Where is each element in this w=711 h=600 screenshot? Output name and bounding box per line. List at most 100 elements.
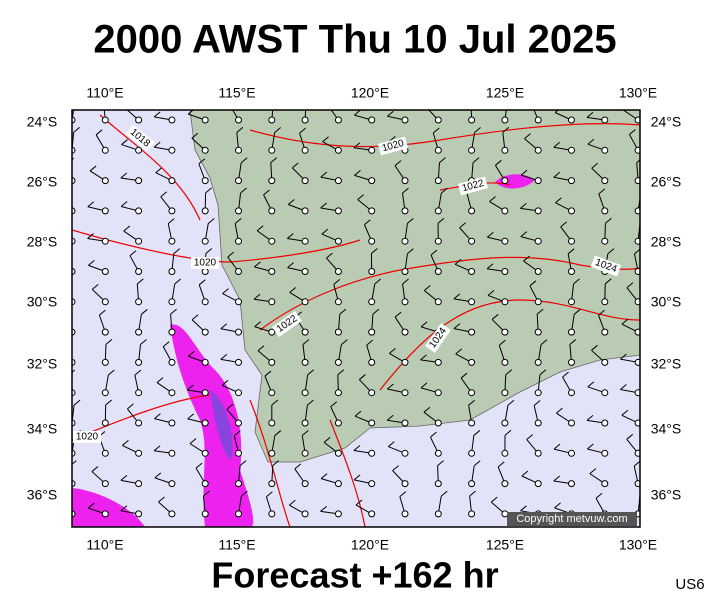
barb-flag bbox=[205, 187, 212, 194]
barb-station bbox=[534, 207, 542, 215]
barb-station bbox=[468, 116, 476, 124]
barb-flag bbox=[521, 470, 529, 477]
barb-flag bbox=[573, 278, 580, 285]
barb-flag bbox=[504, 429, 512, 436]
barb-flag bbox=[307, 399, 314, 406]
barb-station bbox=[301, 237, 309, 245]
barb-station bbox=[135, 268, 143, 275]
barb-flag bbox=[641, 188, 647, 193]
barb-station bbox=[268, 207, 276, 215]
barb-station bbox=[401, 480, 409, 488]
barb-flag bbox=[108, 369, 115, 376]
barb-station bbox=[201, 116, 209, 124]
barb-flag bbox=[591, 344, 598, 351]
barb-flag bbox=[629, 129, 636, 135]
barb-flag bbox=[187, 413, 195, 420]
barb-flag bbox=[407, 217, 414, 224]
isobar-label-box bbox=[272, 311, 302, 337]
longitude-label: 115°E bbox=[218, 537, 255, 553]
barb-station bbox=[235, 116, 242, 124]
barb-flag bbox=[154, 413, 161, 419]
isobar-label: 1020 bbox=[76, 432, 99, 443]
barb-station bbox=[368, 480, 376, 488]
barb-station bbox=[468, 480, 476, 488]
barb-station bbox=[268, 510, 276, 518]
barb-station bbox=[235, 207, 242, 215]
barb-flag bbox=[294, 463, 302, 470]
barb-station bbox=[468, 358, 476, 366]
barb-flag bbox=[432, 127, 440, 134]
latitude-label: 34°S bbox=[27, 421, 58, 437]
barb-station bbox=[168, 510, 176, 518]
barb-station bbox=[401, 237, 409, 245]
barb-station bbox=[534, 237, 542, 245]
barb-flag bbox=[556, 407, 563, 414]
barb-flag bbox=[61, 343, 67, 348]
barb-station bbox=[235, 328, 242, 336]
barb-station bbox=[135, 449, 143, 457]
barb-flag bbox=[440, 490, 448, 497]
barb-flag bbox=[72, 157, 75, 161]
barb-station bbox=[501, 419, 509, 427]
latitude-label: 36°S bbox=[27, 487, 58, 503]
barb-flag bbox=[490, 496, 498, 503]
barb-flag bbox=[328, 100, 334, 105]
isobar-label-box bbox=[191, 257, 219, 269]
barb-flag bbox=[354, 110, 361, 116]
barb-station bbox=[201, 237, 209, 245]
barb-station bbox=[201, 449, 209, 457]
barb-station bbox=[168, 298, 176, 306]
barb-flag bbox=[191, 132, 199, 139]
barb-station bbox=[534, 389, 542, 397]
barb-station bbox=[568, 480, 575, 488]
barb-flag bbox=[162, 341, 170, 347]
barb-station bbox=[568, 207, 575, 215]
barb-station bbox=[634, 449, 640, 457]
barb-station bbox=[135, 237, 143, 245]
barb-flag bbox=[354, 170, 361, 176]
barb-flag bbox=[605, 217, 612, 224]
barb-flag bbox=[620, 384, 627, 390]
barb-station bbox=[468, 419, 476, 427]
barb-station bbox=[201, 419, 209, 427]
barb-flag bbox=[621, 409, 629, 416]
barb-flag bbox=[220, 353, 228, 360]
barb-station bbox=[634, 207, 640, 215]
barb-station bbox=[235, 449, 242, 457]
barb-flag bbox=[287, 199, 295, 205]
barb-station bbox=[368, 328, 376, 336]
wind-barbs bbox=[61, 100, 647, 518]
latitude-label: 30°S bbox=[651, 294, 682, 310]
barb-flag bbox=[122, 440, 129, 446]
barb-station bbox=[368, 358, 376, 366]
barb-station bbox=[601, 389, 609, 397]
barb-flag bbox=[423, 406, 431, 413]
barb-station bbox=[301, 298, 309, 306]
barb-station bbox=[334, 116, 342, 124]
barb-station bbox=[201, 480, 209, 488]
latitude-label: 28°S bbox=[651, 234, 682, 250]
barb-station bbox=[634, 116, 640, 124]
barb-flag bbox=[587, 138, 595, 145]
longitude-label: 120°E bbox=[351, 85, 389, 101]
barb-station bbox=[501, 298, 509, 306]
barb-station bbox=[201, 146, 209, 154]
barb-flag bbox=[502, 127, 510, 133]
barb-flag bbox=[153, 141, 161, 148]
barb-station bbox=[201, 298, 209, 306]
barb-flag bbox=[437, 460, 444, 466]
barb-station bbox=[268, 146, 276, 154]
barb-flag bbox=[586, 111, 594, 118]
barb-flag bbox=[595, 492, 603, 499]
barb-flag bbox=[95, 129, 103, 136]
barb-station bbox=[268, 298, 276, 306]
latitude-label: 24°S bbox=[651, 114, 682, 130]
barb-flag bbox=[639, 222, 640, 224]
barb-station bbox=[368, 116, 376, 124]
barb-flag bbox=[533, 400, 541, 406]
isobar-label-box bbox=[590, 255, 622, 277]
barb-flag bbox=[158, 496, 165, 503]
latitude-label: 34°S bbox=[651, 421, 682, 437]
barb-station bbox=[268, 237, 276, 245]
barb-flag bbox=[394, 160, 402, 166]
